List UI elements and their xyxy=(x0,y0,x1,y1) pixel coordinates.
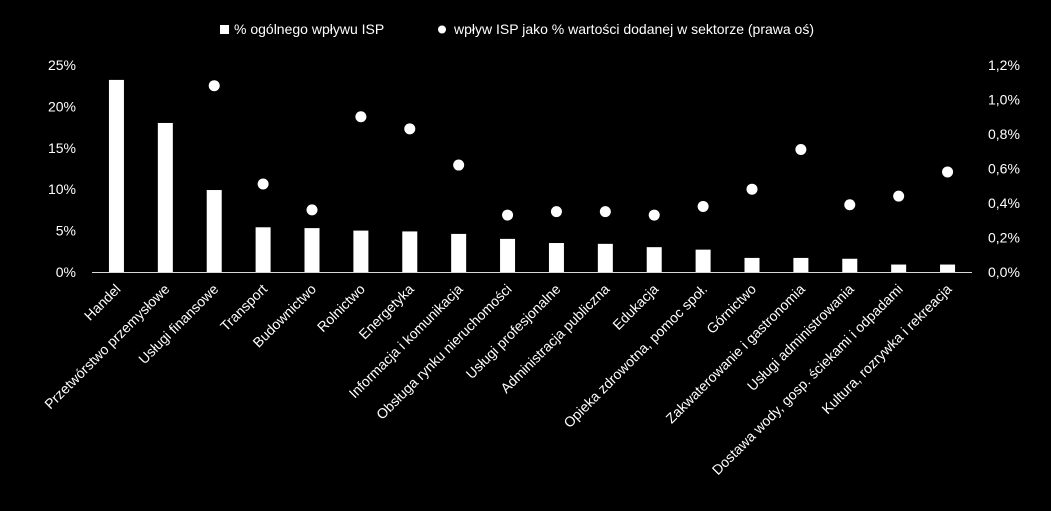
legend-bar-label: % ogólnego wpływu ISP xyxy=(234,21,384,37)
bar xyxy=(255,227,271,272)
right-tick-label: 0,6% xyxy=(988,161,1020,177)
legend: % ogólnego wpływu ISP wpływ ISP jako % w… xyxy=(220,21,814,37)
bar xyxy=(206,190,222,272)
dot-marker xyxy=(795,144,807,156)
right-tick-label: 1,0% xyxy=(988,92,1020,108)
dot-marker xyxy=(648,209,660,221)
legend-dot-label: wpływ ISP jako % wartości dodanej w sekt… xyxy=(453,21,814,37)
left-tick-label: 15% xyxy=(48,140,76,156)
dot-marker xyxy=(453,159,465,171)
dot-marker xyxy=(257,178,269,190)
dot-marker xyxy=(697,200,709,212)
dot-marker xyxy=(844,199,856,211)
right-tick-label: 0,2% xyxy=(988,230,1020,246)
bar xyxy=(940,264,956,272)
legend-dot-swatch xyxy=(438,25,446,34)
dot-marker xyxy=(942,166,954,178)
left-tick-label: 10% xyxy=(48,181,76,197)
bar xyxy=(500,238,516,272)
right-tick-label: 0,8% xyxy=(988,126,1020,142)
bar xyxy=(548,243,564,272)
right-axis: 0,0% 0,2% 0,4% 0,6% 0,8% 1,0% 1,2% xyxy=(988,57,1020,280)
right-tick-label: 0,4% xyxy=(988,195,1020,211)
dot-marker xyxy=(208,80,220,92)
bar xyxy=(157,122,173,273)
bar xyxy=(402,231,418,272)
bar xyxy=(353,230,369,272)
left-tick-label: 0% xyxy=(56,264,76,280)
dot-marker xyxy=(502,209,514,221)
bar xyxy=(451,233,467,272)
legend-bar-swatch xyxy=(220,25,229,34)
left-tick-label: 25% xyxy=(48,57,76,73)
dot-marker xyxy=(550,206,562,218)
bar xyxy=(744,257,760,272)
bar xyxy=(842,258,858,272)
left-axis: 0% 5% 10% 15% 20% 25% xyxy=(48,57,76,280)
dot-series xyxy=(208,80,954,221)
bar xyxy=(793,257,809,272)
bar xyxy=(695,249,711,272)
left-tick-label: 20% xyxy=(48,98,76,114)
dot-marker xyxy=(746,183,758,195)
bar xyxy=(891,264,907,272)
dot-marker xyxy=(306,204,318,216)
dot-marker xyxy=(599,206,611,218)
right-tick-label: 0,0% xyxy=(988,264,1020,280)
dot-marker xyxy=(355,111,367,123)
bar xyxy=(597,243,613,272)
bar xyxy=(646,247,662,272)
bar xyxy=(304,228,320,272)
dot-marker xyxy=(893,190,905,202)
left-tick-label: 5% xyxy=(56,223,76,239)
bar-series xyxy=(108,79,956,273)
dot-marker xyxy=(404,123,416,135)
bar xyxy=(108,79,124,273)
right-tick-label: 1,2% xyxy=(988,57,1020,73)
